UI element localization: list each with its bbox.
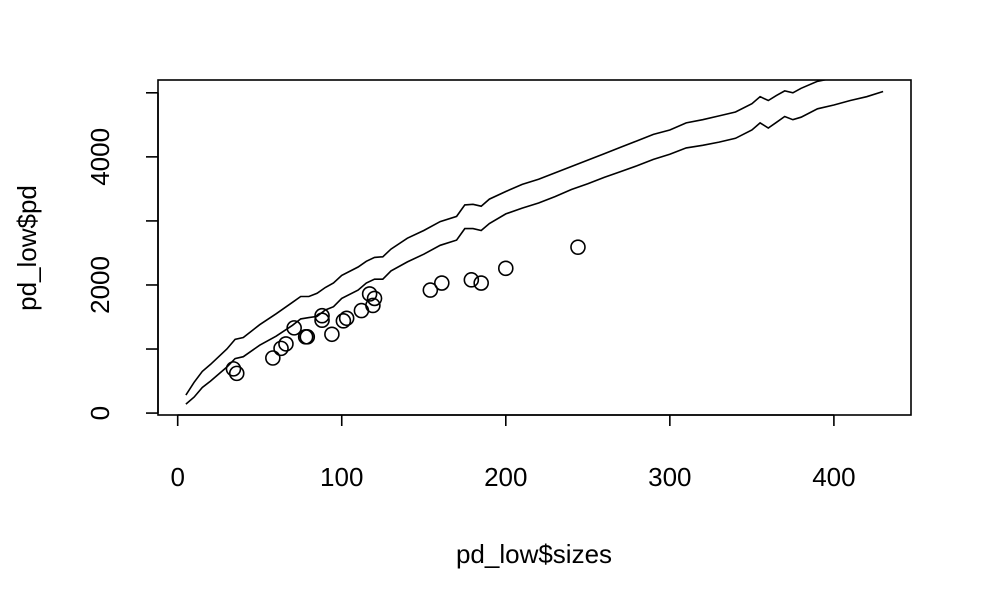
data-point [463, 272, 480, 288]
y-axis-label: pd_low$pd [12, 185, 42, 311]
data-point [265, 350, 281, 366]
x-axis-label: pd_low$sizes [456, 539, 612, 569]
data-point [497, 260, 514, 277]
data-point [286, 320, 302, 336]
x-tick-label: 300 [648, 462, 691, 492]
x-tick-label: 100 [320, 462, 363, 492]
y-tick-label: 4000 [85, 128, 115, 186]
data-point [361, 286, 378, 302]
upper-curve [185, 80, 829, 396]
x-tick-label: 400 [812, 462, 855, 492]
x-tick-label: 200 [484, 462, 527, 492]
data-point [314, 312, 330, 329]
data-point [324, 326, 340, 343]
data-point [278, 336, 294, 352]
data-point [434, 275, 450, 291]
data-point [299, 329, 316, 345]
data-point [225, 361, 242, 377]
data-point [570, 239, 586, 255]
data-point [366, 290, 383, 307]
x-tick-label: 0 [170, 462, 184, 492]
data-point [338, 310, 355, 327]
data-point [228, 365, 245, 382]
y-tick-label: 0 [85, 406, 115, 420]
data-point [473, 275, 489, 291]
lower-curve [185, 90, 884, 405]
reference-curves [185, 80, 884, 405]
data-point [365, 297, 381, 314]
y-tick-label: 2000 [85, 256, 115, 314]
y-axis: 0 2000 4000 [85, 92, 159, 420]
data-point [422, 282, 439, 298]
data-point [335, 313, 352, 329]
data-point [273, 340, 289, 357]
data-point [314, 307, 330, 324]
x-axis: 0 100 200 300 400 [170, 414, 856, 492]
data-points [225, 239, 586, 382]
